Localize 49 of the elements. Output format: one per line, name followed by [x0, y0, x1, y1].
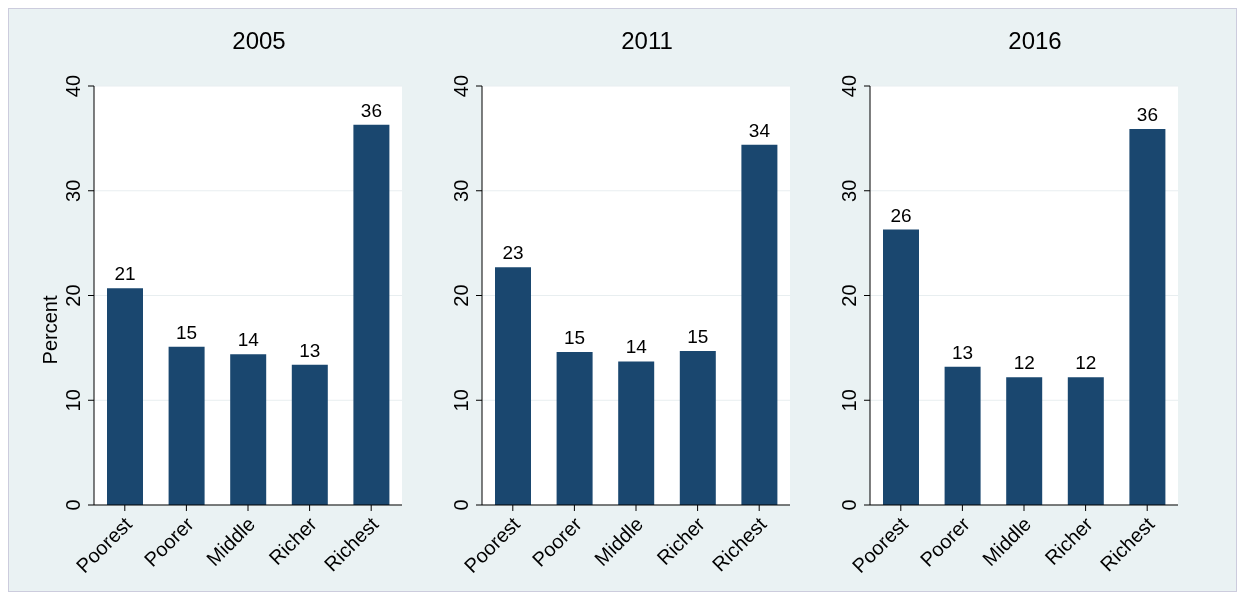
bar [883, 229, 919, 505]
data-label: 13 [952, 341, 974, 363]
y-tick-label: 20 [450, 284, 472, 307]
y-tick-label: 10 [62, 389, 84, 412]
y-tick-label: 10 [450, 389, 472, 412]
data-label: 12 [1075, 352, 1097, 374]
data-label: 15 [176, 321, 198, 343]
chart-title: 2016 [1007, 27, 1063, 55]
bar [107, 288, 143, 505]
y-tick-label: 30 [62, 179, 84, 202]
data-label: 23 [502, 242, 524, 264]
bar [1129, 128, 1166, 505]
bar [944, 366, 981, 505]
data-label: 36 [360, 99, 382, 121]
data-label: 15 [687, 326, 709, 348]
data-label: 12 [1013, 352, 1035, 374]
y-tick-label: 30 [450, 179, 472, 202]
bar [495, 267, 531, 505]
data-label: 36 [1136, 103, 1158, 125]
data-label: 15 [564, 327, 586, 349]
y-tick-label: 30 [838, 179, 860, 202]
y-tick-label: 20 [838, 284, 860, 307]
bar [353, 124, 390, 505]
bar [618, 361, 655, 505]
bar [556, 352, 593, 505]
y-tick-label: 0 [450, 499, 472, 511]
y-tick-label: 40 [838, 74, 860, 98]
y-tick-label: 10 [838, 389, 860, 412]
bar [1067, 377, 1104, 505]
y-tick-label: 0 [62, 499, 84, 511]
data-label: 13 [299, 339, 321, 361]
chart-title: 2005 [231, 27, 287, 55]
y-tick-label: 20 [62, 284, 84, 307]
y-tick-label: 40 [450, 74, 472, 98]
y-axis-title: Percent [39, 295, 62, 365]
y-tick-label: 40 [62, 74, 84, 98]
bar [230, 354, 267, 505]
bar [679, 351, 716, 505]
data-label: 26 [890, 204, 912, 226]
bar [291, 364, 328, 505]
data-label: 14 [237, 329, 260, 351]
bar [168, 346, 205, 505]
chart-title: 2011 [620, 27, 674, 55]
bar [741, 144, 778, 505]
data-label: 14 [625, 336, 648, 358]
data-label: 34 [748, 119, 771, 141]
y-tick-label: 0 [838, 499, 860, 511]
data-label: 21 [114, 263, 136, 285]
bar [1006, 377, 1043, 505]
